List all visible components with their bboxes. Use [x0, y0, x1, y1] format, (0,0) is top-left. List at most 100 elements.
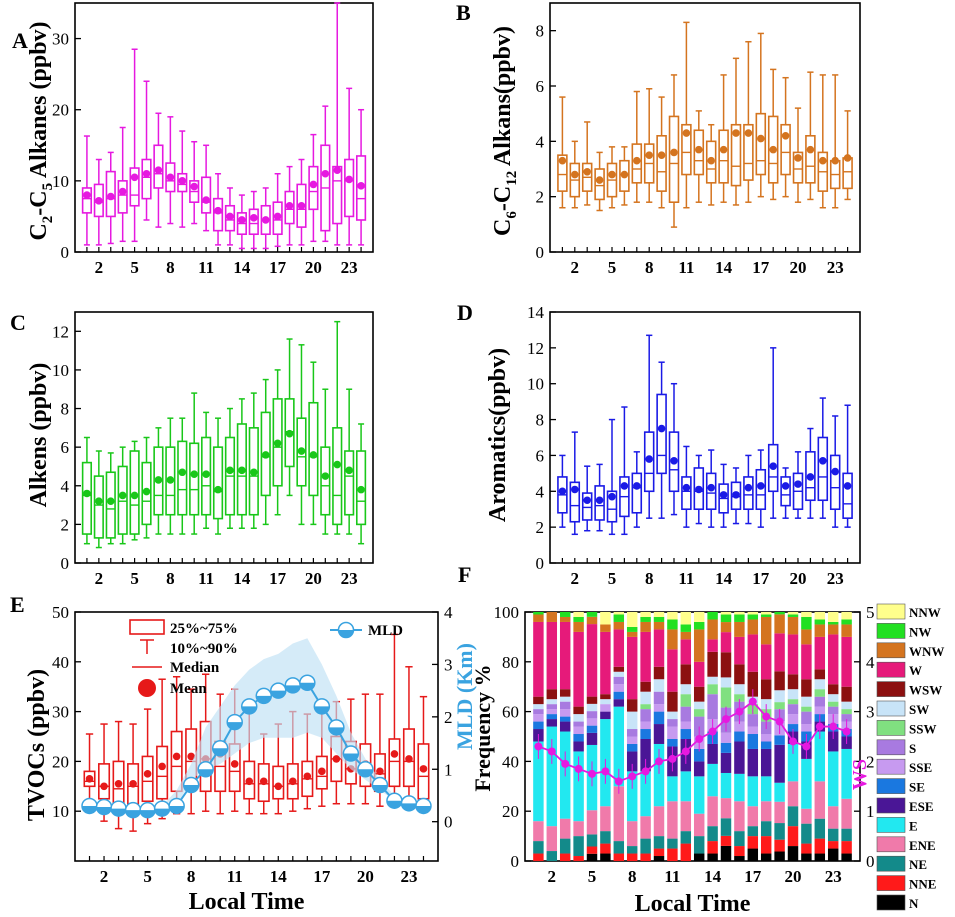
mean-dot	[645, 151, 653, 159]
box-21	[805, 427, 816, 519]
bar-segment-e	[613, 706, 625, 787]
box-15	[248, 190, 259, 250]
bar-segment-nnw	[827, 612, 839, 622]
bar-segment-nne	[841, 841, 852, 854]
box-5	[606, 146, 618, 209]
bar-segment-se	[760, 741, 772, 749]
x-tick-label: 5	[608, 258, 617, 277]
legend-swatch-ene	[876, 836, 906, 853]
ws-point	[829, 722, 838, 731]
bar-segment-wnw	[573, 621, 584, 632]
box-14	[236, 194, 247, 250]
bar-segment-ene	[546, 826, 558, 852]
iqr-box	[81, 187, 93, 214]
bar-segment-ene	[586, 810, 598, 835]
mld-point-fill	[183, 784, 199, 793]
iqr-box	[296, 183, 307, 228]
mean-dot	[806, 145, 815, 154]
y-tick-label: 0	[536, 554, 545, 573]
mld-point-fill	[82, 805, 98, 814]
stacked-bar-12	[680, 612, 692, 861]
y-tick-label: 20	[52, 752, 69, 771]
box-16	[260, 187, 271, 250]
mean-dot	[130, 173, 139, 182]
mean-dot	[154, 476, 163, 484]
panel-c: 0 2 4 6 8 10 12 2 5 8 11 14 17 20 23 C	[10, 310, 374, 588]
bar-segment-ene	[707, 796, 718, 827]
bar-segment-ne	[600, 831, 611, 844]
ws-point	[601, 767, 610, 776]
mean-dot	[303, 772, 312, 781]
mean-dot	[769, 462, 777, 470]
bar-segment-ne	[801, 823, 812, 844]
bar-segment-wnw	[680, 631, 692, 640]
bar-segment-sse	[787, 714, 799, 725]
legend-swatch-ne	[876, 855, 906, 872]
bar-segment-se	[734, 731, 745, 742]
bar-segment-wnw	[586, 616, 598, 625]
iqr-box	[656, 393, 667, 475]
y-tick-label: 12	[52, 322, 69, 341]
panel-label: F	[458, 562, 471, 587]
bar-segment-ssw	[680, 694, 692, 707]
iqr-box	[248, 427, 259, 516]
iqr-box	[129, 167, 140, 207]
mean-dot	[226, 212, 234, 221]
iqr-box	[619, 159, 630, 192]
box-3	[581, 121, 593, 206]
mean-dot	[633, 482, 641, 490]
bar-segment-w	[667, 649, 678, 692]
bar-segment-n	[653, 856, 665, 861]
bar-segment-ne	[573, 836, 584, 857]
box-13	[224, 407, 236, 529]
stacked-bar-3	[559, 612, 571, 861]
iqr-box	[117, 180, 128, 214]
bar-segment-n	[747, 848, 759, 861]
legend-label-wsw: WSW	[909, 683, 942, 698]
box-23	[344, 87, 355, 246]
mean-dot	[226, 466, 234, 475]
mean-dot	[259, 777, 268, 786]
bar-segment-sw	[546, 699, 558, 705]
bar-segment-nw	[586, 612, 598, 617]
iqr-box	[606, 490, 618, 523]
bar-segment-nne	[760, 836, 772, 854]
mean-dot	[819, 457, 827, 465]
bar-segment-ssw	[787, 699, 799, 705]
mld-point-fill	[227, 722, 243, 730]
bar-segment-nnw	[680, 612, 692, 625]
legend-label-s: S	[909, 741, 916, 756]
iqr-box	[296, 417, 307, 487]
bar-segment-w	[626, 636, 638, 700]
iqr-box	[117, 465, 128, 535]
bar-segment-se	[573, 734, 584, 742]
stacked-bar-5	[586, 612, 598, 861]
box-1	[557, 454, 568, 528]
x-tick-label: 2	[548, 867, 557, 886]
bar-segment-se	[787, 724, 799, 732]
iqr-box	[743, 123, 754, 181]
iqr-box	[98, 763, 111, 800]
bar-segment-wsw	[841, 686, 852, 702]
box-11	[681, 445, 692, 528]
box-4	[117, 126, 128, 243]
bar-segment-e	[841, 748, 852, 799]
bar-segment-ne	[667, 838, 678, 849]
box-20	[359, 693, 372, 805]
bar-segment-nw	[653, 616, 665, 622]
y-tick-label: 10	[52, 172, 69, 191]
y-tick-label: 10	[527, 375, 544, 394]
mean-dot	[261, 216, 270, 224]
y-tick-label: 60	[502, 703, 519, 722]
x-tick-label: 20	[305, 258, 322, 277]
ws-point	[748, 697, 757, 706]
x-tick-label: 2	[571, 258, 580, 277]
y-tick-label: 20	[502, 802, 519, 821]
x-tick-label: 8	[187, 867, 196, 886]
ws-point	[574, 764, 583, 773]
ws-point	[762, 712, 771, 721]
bar-segment-nnw	[653, 612, 665, 617]
iqr-box	[170, 730, 183, 793]
bar-segment-n	[760, 853, 772, 861]
mean-dot	[285, 429, 294, 438]
